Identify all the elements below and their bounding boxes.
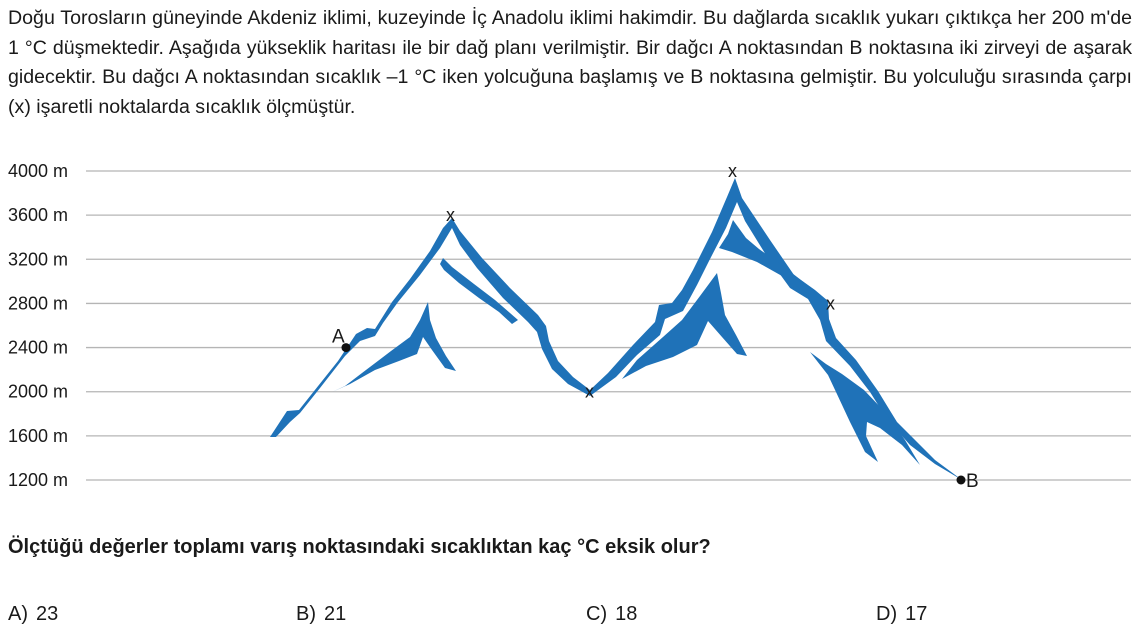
- question-stem: Doğu Torosların güneyinde Akdeniz iklimi…: [8, 4, 1132, 122]
- measurement-x-marker: x: [446, 205, 455, 225]
- option-d[interactable]: D) 17: [876, 603, 927, 626]
- measurement-x-marker: x: [728, 161, 737, 181]
- option-value: 17: [905, 603, 928, 625]
- elevation-label: 1600 m: [8, 426, 68, 446]
- measurement-x-marker: x: [826, 293, 835, 313]
- elevation-label: 3200 m: [8, 249, 68, 269]
- elevation-label: 4000 m: [8, 161, 68, 181]
- elevation-grid: 4000 m 3600 m 3200 m 2800 m 2400 m 2000 m 1600…: [8, 161, 1131, 490]
- elevation-label: 3600 m: [8, 205, 68, 225]
- elevation-label: 2400 m: [8, 338, 68, 358]
- intro-paragraph: Doğu Torosların güneyinde Akdeniz iklimi…: [8, 7, 1132, 118]
- ridge-line: [270, 178, 962, 480]
- option-c[interactable]: C) 18: [586, 603, 637, 626]
- snow-streak: [810, 352, 920, 465]
- option-value: 21: [324, 603, 347, 625]
- option-value: 23: [36, 603, 59, 625]
- option-letter: A): [8, 603, 28, 625]
- option-value: 18: [615, 603, 638, 625]
- mountain-profile: [270, 178, 962, 480]
- elevation-label: 1200 m: [8, 470, 68, 490]
- option-letter: C): [586, 603, 608, 625]
- snow-streak: [622, 273, 747, 379]
- end-point-label: B: [966, 471, 979, 492]
- option-a[interactable]: A) 23: [8, 603, 58, 626]
- snow-streak: [332, 302, 456, 392]
- question-prompt: Ölçtüğü değerler toplamı varış noktasınd…: [8, 536, 711, 558]
- option-letter: D): [876, 603, 898, 625]
- end-point-marker: [956, 475, 966, 485]
- option-b[interactable]: B) 21: [296, 603, 346, 626]
- snow-streak: [719, 220, 820, 299]
- snow-streak: [440, 258, 518, 324]
- elevation-label: 2000 m: [8, 382, 68, 402]
- mountain-elevation-diagram: 4000 m 3600 m 3200 m 2800 m 2400 m 2000 m 1600…: [8, 161, 1131, 492]
- start-point-marker: [341, 343, 351, 353]
- option-letter: B): [296, 603, 316, 625]
- elevation-label: 2800 m: [8, 293, 68, 313]
- measurement-x-marker: x: [585, 382, 594, 402]
- start-point-label: A: [332, 327, 345, 348]
- diagram-markers: A Bx x x x: [332, 161, 979, 492]
